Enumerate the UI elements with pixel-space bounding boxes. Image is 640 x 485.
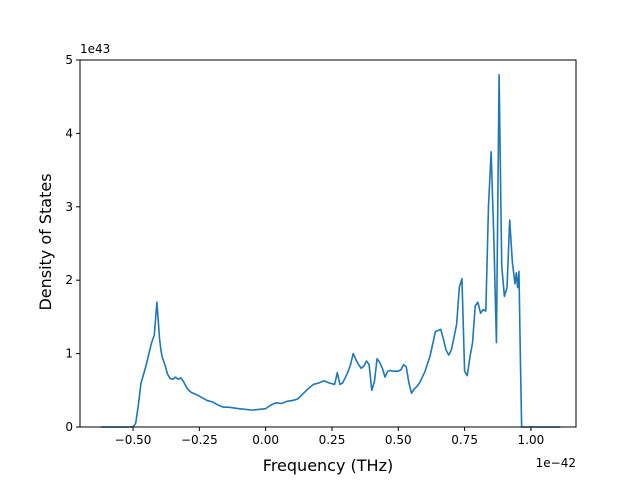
x-tick-label: 0.25 (319, 433, 346, 447)
x-tick-label: 0.00 (252, 433, 279, 447)
x-tick-label: 0.50 (385, 433, 412, 447)
x-axis-offset-text: 1e−42 (536, 456, 576, 470)
x-tick-label: −0.25 (181, 433, 218, 447)
y-tick-label: 1 (65, 347, 73, 361)
x-tick-label: −0.50 (115, 433, 152, 447)
plot-area (79, 59, 577, 428)
x-tick-label: 0.75 (451, 433, 478, 447)
y-axis-ticks: 0 1 2 3 4 5 (65, 53, 80, 434)
y-tick-label: 5 (65, 53, 73, 67)
y-tick-label: 3 (65, 200, 73, 214)
y-tick-label: 2 (65, 273, 73, 287)
y-tick-label: 4 (65, 126, 73, 140)
dos-series-line (100, 73, 561, 428)
x-tick-label: 1.00 (518, 433, 545, 447)
y-tick-label: 0 (65, 420, 73, 434)
y-axis-label: Density of States (36, 173, 55, 310)
x-axis-ticks: −0.50 −0.25 0.00 0.25 0.50 0.75 1.00 (115, 427, 545, 447)
x-axis-label: Frequency (THz) (263, 456, 393, 475)
axes-frame (79, 59, 577, 428)
y-axis-offset-text: 1e43 (80, 42, 110, 56)
